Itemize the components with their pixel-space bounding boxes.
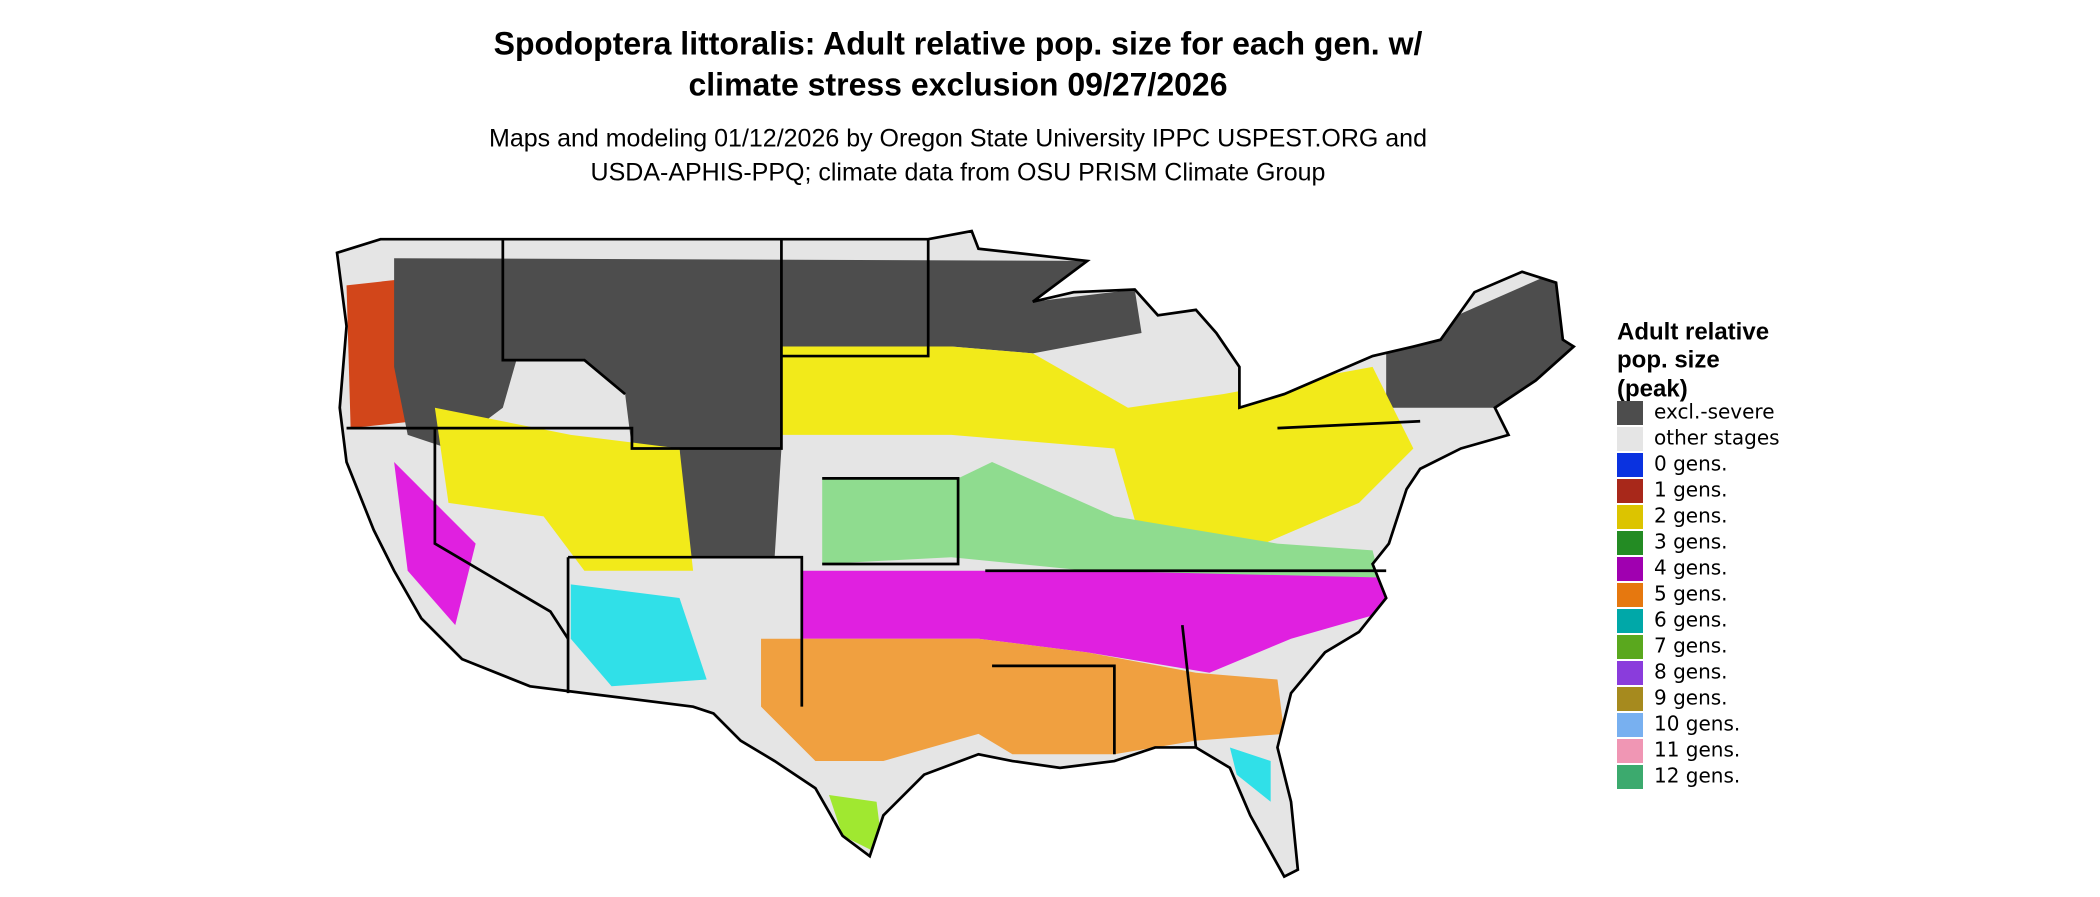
subtitle-line: USDA-APHIS-PPQ; climate data from OSU PR… [591,159,1326,187]
state-border [346,239,783,450]
legend: Adult relative pop. size (peak) excl.-se… [1617,318,1780,789]
legend-swatch [1617,479,1643,503]
legend-label: 8 gens. [1654,660,1728,684]
legend-swatch [1617,557,1643,581]
legend-label: 10 gens. [1654,712,1740,736]
legend-label: 3 gens. [1654,530,1728,554]
legend-swatch [1617,583,1643,607]
legend-label: other stages [1654,426,1780,450]
legend-label: 9 gens. [1654,686,1728,710]
zone-excluded [394,258,1142,558]
legend-label: 2 gens. [1654,504,1728,528]
zone-excluded [1386,271,1574,408]
state-border [822,477,960,566]
legend-label: 0 gens. [1654,452,1728,476]
legend-swatch [1617,609,1643,633]
state-border [501,239,627,396]
legend-swatch [1617,453,1643,477]
state-borders [335,229,1576,878]
legend-label: excl.-severe [1654,400,1775,424]
legend-swatch [1617,661,1643,685]
state-border [781,239,930,358]
zone-6gen [570,584,707,687]
state-border [1180,624,1198,748]
legend-title-line: Adult relative [1617,318,1769,345]
state-border [568,555,804,707]
zones [346,258,1574,857]
legend-swatch [1617,713,1643,737]
zone-2gen [434,407,694,571]
legend-title-line: (peak) [1617,375,1688,402]
zone-4gen [801,570,1387,673]
zone-6gen [1229,747,1271,802]
title-line: Spodoptera littoralis: Adult relative po… [494,25,1423,61]
legend-label: 5 gens. [1654,582,1728,606]
legend-swatch [1617,401,1643,425]
state-border [433,428,570,640]
us-map [335,229,1576,878]
zone-3gen [822,462,1380,585]
legend-swatch [1617,687,1643,711]
legend-swatch [1617,635,1643,659]
legend-swatch [1617,531,1643,555]
legend-label: 7 gens. [1654,634,1728,658]
zone-5gen [761,638,1285,762]
legend-swatch [1617,765,1643,789]
legend-label: 1 gens. [1654,478,1728,502]
legend-swatch [1617,505,1643,529]
legend-label: 11 gens. [1654,738,1740,762]
legend-label: 12 gens. [1654,764,1740,788]
legend-label: 4 gens. [1654,556,1728,580]
title-line: climate stress exclusion 09/27/2026 [688,66,1227,102]
legend-title-line: pop. size [1617,346,1720,373]
legend-label: 6 gens. [1654,608,1728,632]
zone-7gen [828,795,884,857]
legend-swatch [1617,427,1643,451]
state-border [992,664,1116,755]
state-border [1277,419,1421,430]
subtitle-line: Maps and modeling 01/12/2026 by Oregon S… [489,125,1427,153]
legend-swatch [1617,739,1643,763]
